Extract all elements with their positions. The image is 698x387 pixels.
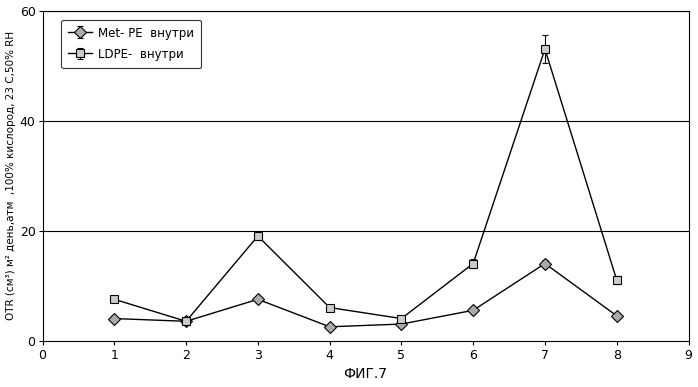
Y-axis label: OTR (см³) м² день,атм  ,100% кислород, 23 C,50% RH: OTR (см³) м² день,атм ,100% кислород, 23… bbox=[6, 31, 15, 320]
Legend: Met- PE  внутри, LDPE-  внутри: Met- PE внутри, LDPE- внутри bbox=[61, 20, 201, 68]
X-axis label: ФИГ.7: ФИГ.7 bbox=[343, 367, 387, 382]
